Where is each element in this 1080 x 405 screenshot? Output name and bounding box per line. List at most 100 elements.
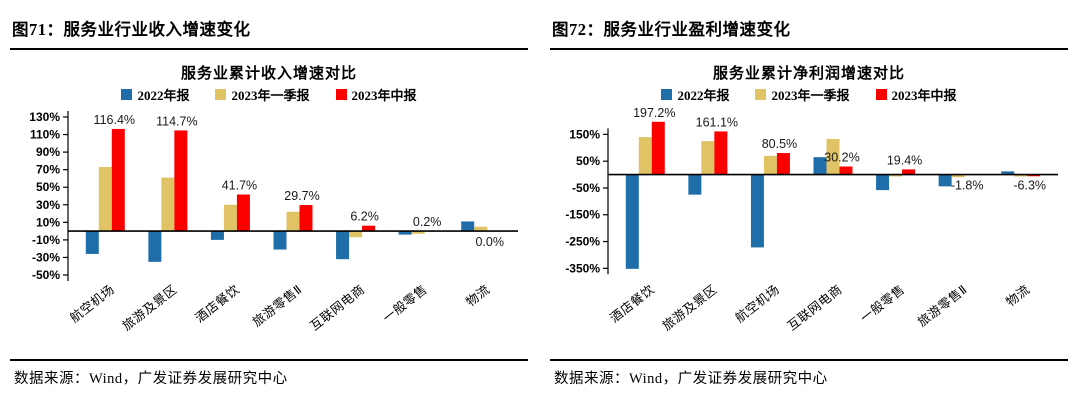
data-label: -6.3%	[1013, 179, 1046, 193]
bar-chart-profit-growth: 150% 50% -50% -150% -250% -350% 197.2% 161.1% 80…	[565, 106, 1058, 333]
legend-item: 2023年中报	[875, 85, 957, 104]
x-axis-category-label: 酒店餐饮	[607, 282, 657, 326]
x-axis-category-label: 航空机场	[732, 282, 782, 326]
bar-2023年一季报-物流	[474, 226, 488, 232]
legend-swatch-icon	[875, 88, 887, 100]
bar-2023年中报-航空机场	[776, 153, 790, 175]
bar-2023年中报-航空机场	[111, 128, 125, 232]
legend-item: 2022年报	[661, 85, 729, 104]
bar-2022年报-互联网电商	[336, 231, 350, 260]
bar-2022年报-物流	[461, 221, 475, 232]
figure-72-header-divider	[550, 48, 1068, 50]
data-label: 19.4%	[887, 153, 922, 167]
bar-2022年报-旅游零售Ⅱ	[938, 174, 952, 187]
figure-72-caption: 图72：服务业行业盈利增速变化	[552, 20, 791, 39]
y-axis-tick-label: -50%	[32, 268, 60, 282]
legend-label: 2023年中报	[351, 87, 417, 103]
x-axis-category-label: 物流	[1003, 282, 1032, 309]
data-label: -1.8%	[951, 179, 984, 193]
x-axis-category-label: 旅游零售Ⅱ	[915, 282, 970, 330]
legend-label: 2022年报	[137, 87, 190, 103]
legend-label: 2023年中报	[891, 87, 957, 103]
data-label: 0.0%	[475, 235, 504, 249]
y-axis-tick-label: -350%	[565, 261, 600, 275]
data-label: 161.1%	[696, 115, 738, 129]
bar-2023年一季报-互联网电商	[349, 231, 363, 238]
data-label: 29.7%	[284, 189, 319, 203]
legend-label: 2022年报	[677, 87, 730, 103]
legend-swatch-icon	[215, 88, 227, 100]
y-axis-tick-label: 130%	[29, 110, 60, 124]
bar-2022年报-一般零售	[398, 231, 412, 235]
data-label: 80.5%	[762, 137, 797, 151]
bar-2022年报-航空机场	[85, 231, 99, 254]
data-label: 197.2%	[633, 106, 675, 120]
y-axis-tick-label: 30%	[36, 198, 60, 212]
legend-swatch-icon	[335, 88, 347, 100]
y-axis-tick-label: 110%	[30, 128, 60, 142]
figure-71-header-divider	[10, 48, 528, 50]
figure-72-data-source-note: 数据来源：Wind，广发证券发展研究中心	[554, 371, 828, 387]
figure-71: 图71：服务业行业收入增速变化 服务业累计收入增速对比 2022年报 2023年一…	[10, 20, 528, 387]
bar-2023年中报-旅游及景区	[174, 130, 188, 232]
y-axis-tick-label: 10%	[36, 215, 60, 229]
x-axis-category-label: 航空机场	[67, 282, 117, 326]
figure-72-footer-divider	[550, 359, 1068, 361]
figure-71-data-source-note: 数据来源：Wind，广发证券发展研究中心	[14, 371, 288, 387]
chart-title-revenue: 服务业累计收入增速对比	[180, 66, 357, 82]
bar-2023年一季报-旅游零售Ⅱ	[951, 174, 965, 178]
bar-2023年中报-酒店餐饮	[651, 121, 665, 175]
figure-71-caption: 图71：服务业行业收入增速变化	[12, 20, 251, 39]
bar-2023年一季报-一般零售	[889, 174, 903, 177]
bar-2023年一季报-旅游及景区	[701, 141, 715, 175]
bar-2023年一季报-航空机场	[98, 167, 112, 232]
data-label: 116.4%	[94, 113, 135, 127]
legend-swatch-icon	[121, 88, 133, 100]
x-axis-category-label: 一般零售	[380, 282, 430, 326]
y-axis-tick-label: -30%	[32, 250, 60, 264]
data-label: 41.7%	[222, 179, 257, 193]
x-axis-category-label: 一般零售	[857, 282, 907, 326]
bar-2023年一季报-互联网电商	[826, 138, 840, 175]
bar-2023年一季报-旅游及景区	[161, 177, 175, 232]
legend-item: 2023年中报	[335, 85, 417, 104]
bar-2023年中报-一般零售	[902, 169, 916, 175]
bar-2023年一季报-物流	[1014, 174, 1028, 177]
data-label: 6.2%	[350, 210, 379, 224]
legend-item: 2022年报	[121, 85, 189, 104]
bar-chart-revenue-growth: 130% 110% 90% 70% 50% 30% 10% -10% -30% -50% 116.4…	[29, 110, 518, 334]
figure-71-footer-divider	[10, 359, 528, 361]
legend-profit-chart: 2022年报 2023年一季报 2023年中报	[550, 85, 1068, 103]
bar-2023年一季报-酒店餐饮	[223, 204, 237, 232]
bar-2023年一季报-旅游零售Ⅱ	[286, 211, 300, 232]
y-axis-tick-label: 50%	[36, 180, 60, 194]
legend-swatch-icon	[755, 88, 767, 100]
x-axis-category-label: 物流	[463, 282, 492, 309]
chart-title-profit: 服务业累计净利润增速对比	[712, 66, 905, 82]
data-label: 114.7%	[156, 114, 197, 128]
legend-swatch-icon	[661, 88, 673, 100]
bar-2022年报-旅游及景区	[688, 174, 702, 195]
x-axis-category-label: 互联网电商	[307, 282, 367, 334]
figure-72: 图72：服务业行业盈利增速变化 服务业累计净利润增速对比 2022年报 2023年…	[540, 0, 1080, 405]
bar-2023年一季报-航空机场	[763, 155, 777, 175]
bar-2023年一季报-酒店餐饮	[638, 137, 652, 175]
bar-2022年报-互联网电商	[813, 157, 827, 175]
bar-2022年报-酒店餐饮	[210, 231, 224, 240]
x-axis-category-label: 旅游及景区	[120, 282, 180, 333]
bar-2022年报-航空机场	[750, 174, 764, 248]
bar-2022年报-一般零售	[876, 174, 890, 191]
y-axis-tick-label: -10%	[32, 233, 60, 247]
bar-2023年中报-物流	[1027, 174, 1041, 177]
bar-2022年报-物流	[1001, 171, 1015, 175]
x-axis-category-label: 旅游零售Ⅱ	[249, 282, 304, 330]
legend-label: 2023年一季报	[771, 87, 850, 103]
data-label: 0.2%	[413, 215, 442, 229]
y-axis-tick-label: 70%	[36, 163, 60, 177]
bar-2023年中报-酒店餐饮	[236, 194, 250, 232]
bar-2022年报-酒店餐饮	[625, 174, 639, 269]
legend-item: 2023年一季报	[755, 85, 850, 104]
y-axis-tick-label: 90%	[36, 145, 60, 159]
data-label: 30.2%	[824, 150, 859, 164]
